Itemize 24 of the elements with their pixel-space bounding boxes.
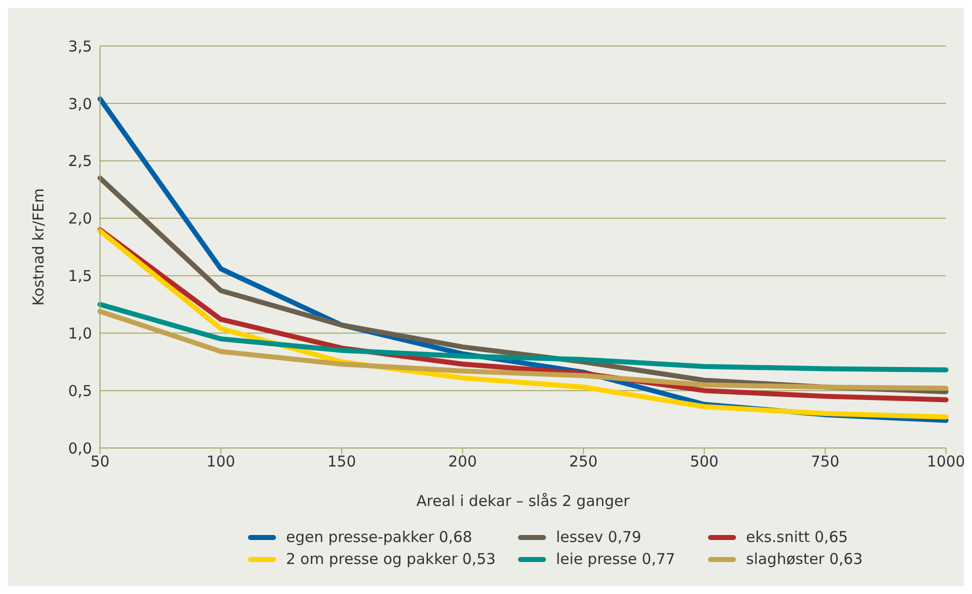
x-tick-label: 500 [690,452,719,471]
y-tick-label: 3,0 [68,94,92,113]
x-tick-label: 250 [569,452,598,471]
legend-label: 2 om presse og pakker 0,53 [286,550,496,568]
x-tick-label: 200 [448,452,477,471]
y-tick-label: 3,5 [68,37,92,56]
y-tick-label: 0,0 [68,439,92,458]
legend-label: slaghøster 0,63 [746,550,863,568]
y-tick-label: 1,5 [68,267,92,286]
legend-label: lessev 0,79 [556,528,642,546]
legend-label: eks.snitt 0,65 [746,528,848,546]
legend-label: leie presse 0,77 [556,550,676,568]
x-tick-label: 1000 [926,452,966,471]
y-tick-label: 2,5 [68,152,92,170]
y-tick-label: 0,5 [68,382,92,400]
y-tick-label: 1,0 [68,324,92,342]
y-tick-label: 2,0 [68,210,92,228]
x-tick-label: 150 [327,452,356,471]
y-axis-title: Kostnad kr/FEm [29,188,48,306]
legend-label: egen presse-pakker 0,68 [286,528,472,546]
x-tick-label: 750 [810,452,840,471]
x-tick-label: 50 [90,452,110,471]
x-tick-label: 100 [206,452,236,471]
x-axis-title: Areal i dekar – slås 2 ganger [416,492,630,510]
